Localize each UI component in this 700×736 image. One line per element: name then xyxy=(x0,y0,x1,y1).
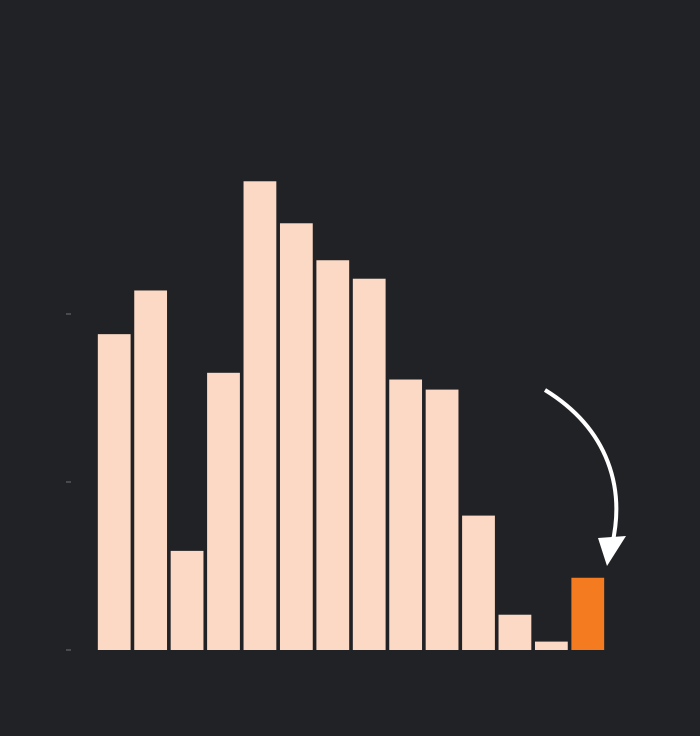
bar xyxy=(462,515,495,650)
bar xyxy=(571,577,605,650)
plot-area xyxy=(66,181,605,651)
bar xyxy=(97,334,131,650)
bar xyxy=(279,223,313,650)
bar xyxy=(389,379,423,650)
bar xyxy=(207,372,240,650)
bar xyxy=(170,550,204,650)
bar xyxy=(498,614,532,650)
bar xyxy=(352,278,386,650)
bar xyxy=(316,260,350,650)
arrow-head xyxy=(598,536,626,566)
bar xyxy=(534,641,568,650)
arrow xyxy=(543,388,619,546)
bar xyxy=(425,389,459,650)
bar xyxy=(134,290,168,650)
bar xyxy=(243,181,277,650)
